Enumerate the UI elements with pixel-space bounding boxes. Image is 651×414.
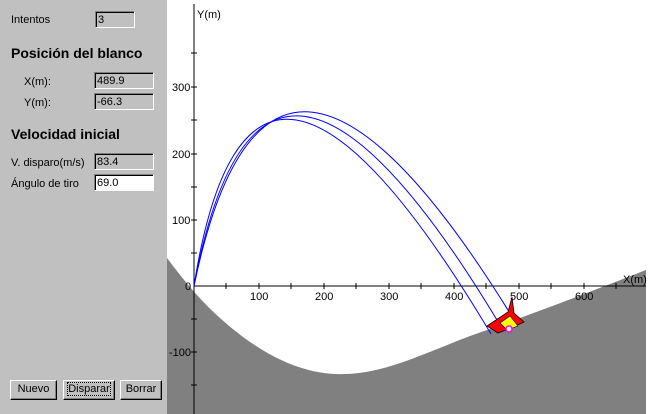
new-button[interactable]: Nuevo bbox=[10, 380, 57, 400]
x-axis-label: X(m) bbox=[623, 274, 647, 286]
control-panel: Intentos 3 Posición del blanco X(m): 489… bbox=[0, 0, 167, 414]
terrain bbox=[167, 258, 646, 414]
x-tick-200: 200 bbox=[315, 291, 333, 303]
speed-label: V. disparo(m/s) bbox=[11, 157, 85, 169]
trajectory-2 bbox=[193, 115, 504, 331]
trajectory-1 bbox=[193, 118, 492, 335]
clear-button[interactable]: Borrar bbox=[120, 380, 162, 400]
target-marker bbox=[486, 296, 525, 334]
target-x-field: 489.9 bbox=[94, 72, 154, 89]
y-tick-0: 0 bbox=[185, 281, 191, 293]
attempts-label: Intentos bbox=[11, 14, 51, 26]
clear-button-label: Borrar bbox=[125, 383, 157, 395]
trajectory-3 bbox=[193, 111, 517, 324]
y-axis-label: Y(m) bbox=[197, 9, 221, 21]
initial-velocity-heading: Velocidad inicial bbox=[11, 126, 120, 142]
x-tick-100: 100 bbox=[250, 291, 268, 303]
trajectories bbox=[193, 111, 517, 335]
x-tick-500: 500 bbox=[510, 291, 528, 303]
x-tick-600: 600 bbox=[575, 291, 593, 303]
angle-label: Ángulo de tiro bbox=[11, 178, 79, 190]
target-position-heading: Posición del blanco bbox=[11, 45, 143, 61]
speed-field: 83.4 bbox=[94, 153, 154, 170]
attempts-field: 3 bbox=[95, 11, 135, 28]
new-button-label: Nuevo bbox=[17, 383, 50, 395]
trajectory-plot[interactable]: Y(m) X(m) 100 200 300 400 500 600 300 20… bbox=[167, 0, 651, 414]
y-tick-minus-100: -100 bbox=[169, 347, 191, 359]
x-tick-300: 300 bbox=[380, 291, 398, 303]
fire-button-label: Disparar bbox=[67, 382, 111, 396]
y-tick-200: 200 bbox=[172, 149, 190, 161]
x-tick-400: 400 bbox=[445, 291, 463, 303]
axis-ticks bbox=[191, 52, 617, 386]
target-y-field: -66.3 bbox=[94, 93, 154, 110]
target-y-label: Y(m): bbox=[24, 97, 51, 109]
target-x-label: X(m): bbox=[24, 76, 51, 88]
y-tick-300: 300 bbox=[172, 82, 190, 94]
angle-input[interactable]: 69.0 bbox=[94, 174, 154, 191]
fire-button[interactable]: Disparar bbox=[63, 380, 115, 400]
y-tick-100: 100 bbox=[172, 215, 190, 227]
